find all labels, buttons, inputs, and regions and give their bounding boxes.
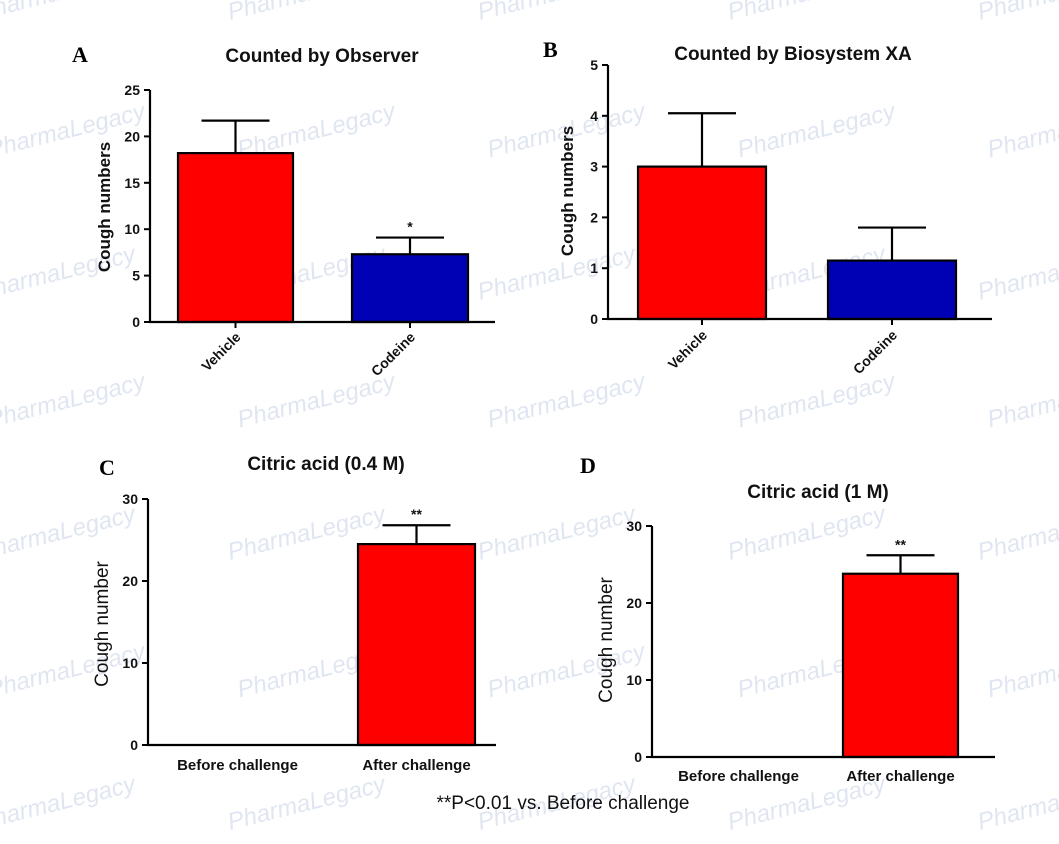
watermark-text: PharmaLegacy — [235, 368, 400, 434]
panel-b-letter: B — [543, 37, 558, 62]
watermark-text: PharmaLegacy — [0, 240, 140, 306]
watermark-text: PharmaLegacy — [725, 0, 890, 26]
watermark-text: PharmaLegacy — [985, 368, 1059, 434]
watermark-text: PharmaLegacy — [475, 500, 640, 566]
panel-c-y-axis-label: Cough number — [92, 560, 113, 686]
panel-a-y-tick-label: 0 — [132, 314, 140, 330]
panel-c-y-tick-label: 20 — [122, 573, 138, 589]
panel-a-vehicle-bar — [176, 152, 295, 324]
panel-a-y-tick-label: 10 — [124, 221, 140, 237]
panel-b-category-label: Codeine — [850, 327, 901, 378]
panel-a-y-tick-label: 25 — [124, 82, 140, 98]
panel-a-vehicle-error-bar — [201, 119, 270, 154]
panel-b-y-tick-label: 2 — [590, 209, 598, 225]
panel-c-category-label: After challenge — [362, 757, 470, 774]
watermark-text: PharmaLegacy — [985, 98, 1059, 164]
panel-a-codeine-bar — [350, 253, 470, 324]
panel-d-category-label: After challenge — [846, 768, 954, 785]
watermark-text: PharmaLegacy — [225, 0, 390, 26]
watermark-text: PharmaLegacy — [975, 500, 1059, 566]
panel-a-codeine-error-bar — [376, 236, 444, 255]
watermark-text: PharmaLegacy — [0, 500, 140, 566]
panel-c: C Citric acid (0.4 M) Cough number ** 0 10… — [92, 454, 496, 774]
panel-c-after-challenge-significance-marker: ** — [411, 506, 422, 522]
panel-a-letter: A — [72, 42, 88, 67]
panel-d-after-challenge-error-bar — [866, 554, 935, 574]
watermark-text: PharmaLegacy — [735, 368, 900, 434]
panel-a-category-label: Codeine — [368, 329, 419, 380]
watermark-text: PharmaLegacy — [225, 770, 390, 836]
panel-d-y-tick-label: 0 — [634, 749, 642, 765]
panel-d-category-label: Before challenge — [678, 768, 799, 785]
panel-d-title: Citric acid (1 M) — [747, 482, 888, 503]
panel-d-letter: D — [580, 453, 596, 478]
watermark-text: PharmaLegacy — [975, 240, 1059, 306]
watermark-text: PharmaLegacy — [985, 638, 1059, 704]
panel-b-y-tick-label: 1 — [590, 260, 598, 276]
panel-c-after-challenge-error-bar — [382, 524, 451, 545]
watermark-text: PharmaLegacy — [975, 770, 1059, 836]
panel-a: A Counted by Observer Cough numbers * 0 5 1… — [72, 42, 495, 379]
panel-b-y-tick-label: 5 — [590, 57, 598, 73]
panel-a-y-axis-label: Cough numbers — [95, 142, 114, 272]
panel-c-title: Citric acid (0.4 M) — [247, 454, 404, 475]
panel-c-y-tick-label: 30 — [122, 491, 138, 507]
panel-d: D Citric acid (1 M) Cough number ** 0 10 20… — [580, 453, 995, 785]
watermark-text: PharmaLegacy — [485, 368, 650, 434]
watermark-text: PharmaLegacy — [735, 98, 900, 164]
watermark-text: PharmaLegacy — [485, 638, 650, 704]
panel-c-after-challenge-bar — [356, 542, 477, 747]
panel-b-codeine-bar — [826, 259, 958, 321]
panel-d-y-tick-label: 10 — [626, 672, 642, 688]
panel-c-y-tick-label: 10 — [122, 655, 138, 671]
panel-a-title: Counted by Observer — [225, 46, 419, 67]
panel-d-y-tick-label: 20 — [626, 595, 642, 611]
panel-b: B Counted by Biosystem XA Cough numbers … — [543, 37, 992, 377]
watermark-text: PharmaLegacy — [975, 0, 1059, 26]
panel-a-category-label: Vehicle — [198, 329, 244, 375]
watermark-text: PharmaLegacy — [0, 368, 150, 434]
panel-b-title: Counted by Biosystem XA — [674, 44, 912, 65]
panel-c-category-label: Before challenge — [177, 757, 298, 774]
panel-b-category-label: Vehicle — [665, 327, 711, 373]
panel-a-y-tick-label: 5 — [132, 268, 140, 284]
panel-d-after-challenge-significance-marker: ** — [895, 536, 906, 552]
panel-d-y-axis-label: Cough number — [596, 576, 617, 702]
watermark-text: PharmaLegacy — [475, 0, 640, 26]
significance-footnote: **P<0.01 vs. Before challenge — [437, 793, 690, 814]
panel-b-y-tick-label: 4 — [590, 108, 598, 124]
watermark-text: PharmaLegacy — [0, 770, 140, 836]
panel-b-vehicle-error-bar — [668, 112, 736, 167]
panel-a-codeine-significance-marker: * — [407, 219, 413, 235]
panel-a-y-tick-label: 15 — [124, 175, 140, 191]
panel-d-after-challenge-bar — [841, 572, 960, 759]
panel-d-y-tick-label: 30 — [626, 518, 642, 534]
watermark-text: PharmaLegacy — [0, 0, 140, 26]
watermark-text: PharmaLegacy — [725, 500, 890, 566]
panel-b-vehicle-bar — [636, 165, 768, 321]
panel-c-letter: C — [99, 455, 115, 480]
panel-a-y-tick-label: 20 — [124, 128, 140, 144]
panel-b-codeine-error-bar — [858, 226, 926, 261]
panel-b-y-tick-label: 3 — [590, 159, 598, 175]
panel-c-y-tick-label: 0 — [130, 737, 138, 753]
panel-b-y-axis-label: Cough numbers — [558, 126, 577, 256]
panel-b-y-tick-label: 0 — [590, 311, 598, 327]
